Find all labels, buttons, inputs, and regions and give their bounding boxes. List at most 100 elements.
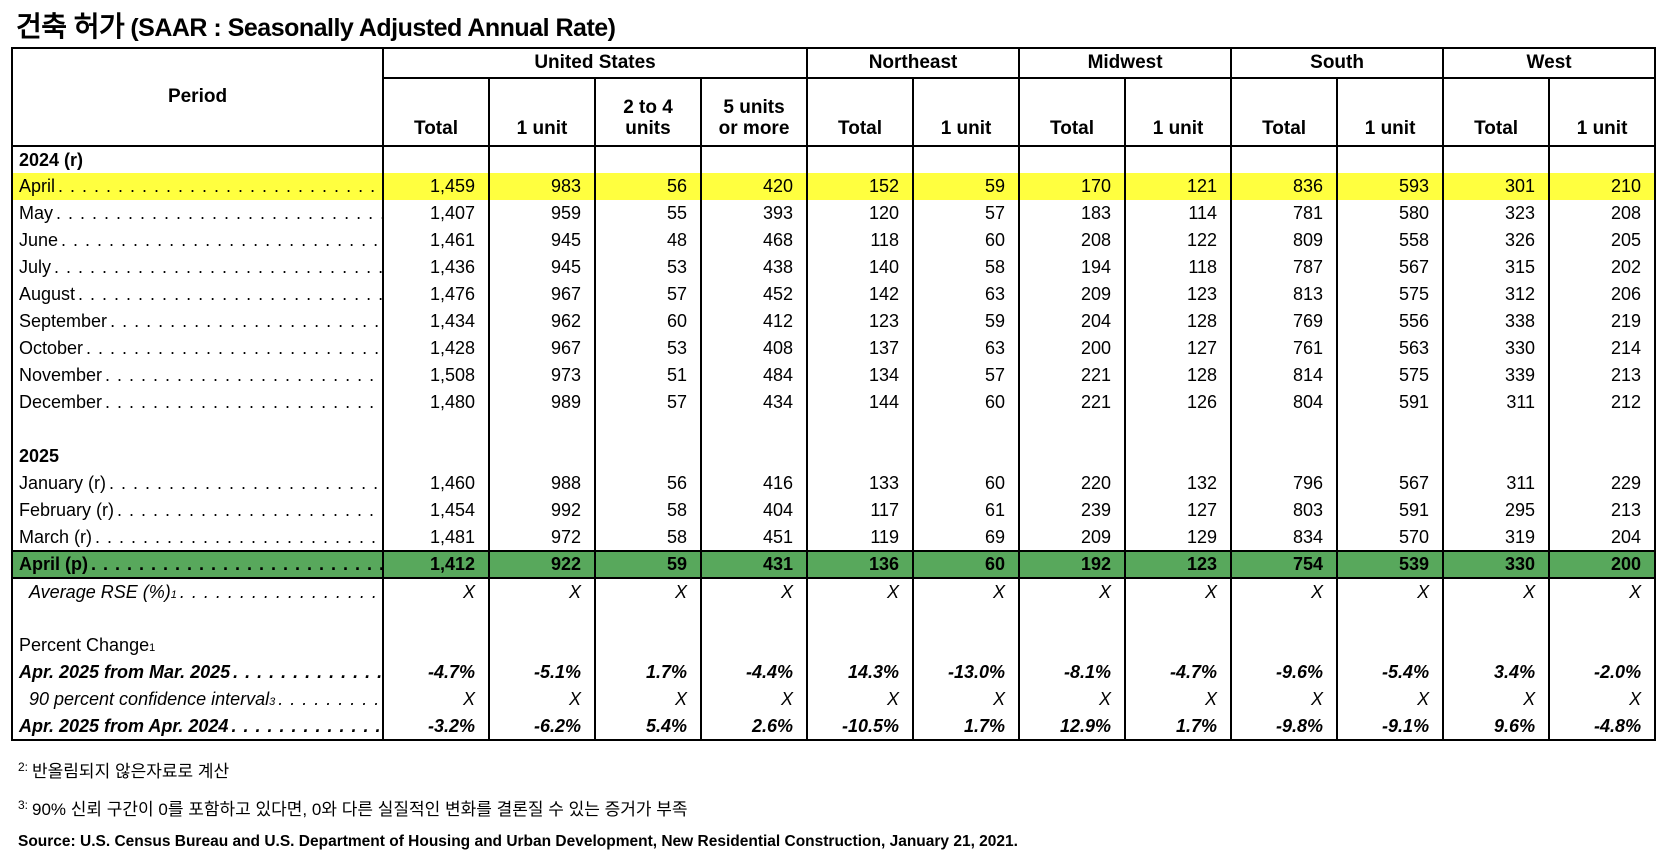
value-cell xyxy=(1230,443,1339,471)
value-cell: 210 xyxy=(1548,173,1657,201)
value-cell: X xyxy=(806,578,915,606)
value-cell xyxy=(1124,146,1233,174)
value-cell: 129 xyxy=(1124,524,1233,552)
value-cell: X xyxy=(699,578,809,606)
value-cell: 214 xyxy=(1548,335,1657,363)
value-cell: 438 xyxy=(699,254,809,282)
value-cell: 1,508 xyxy=(382,362,490,390)
row-label-cell: February (r). . . . . . . . . . . . . . … xyxy=(11,497,384,525)
table-row: Apr. 2025 from Apr. 2024. . . . . . . . … xyxy=(11,713,1657,741)
col-mw-total: Total xyxy=(1018,78,1127,148)
section-row: Percent Change 1 xyxy=(11,632,1657,660)
value-cell: 60 xyxy=(912,389,1021,417)
dot-leader: . . . . . . . . . . . . . . . . . . . . … xyxy=(61,230,381,251)
value-cell: 123 xyxy=(1124,550,1233,580)
value-cell: 408 xyxy=(699,335,809,363)
value-cell: X xyxy=(1230,578,1339,606)
footnote-2: 2: 반올림되지 않은자료로 계산 xyxy=(18,757,1676,782)
value-cell xyxy=(1124,416,1233,444)
group-header-row: Period United States Northeast Midwest S… xyxy=(11,48,1657,148)
row-label: Percent Change xyxy=(19,635,150,656)
value-cell xyxy=(1230,416,1339,444)
value-cell: X xyxy=(488,686,596,714)
value-cell: 962 xyxy=(488,308,596,336)
col-ne-total: Total xyxy=(806,78,915,148)
value-cell xyxy=(382,146,490,174)
row-label: 2024 (r) xyxy=(19,149,84,170)
value-cell: 55 xyxy=(594,200,702,228)
table-row: August. . . . . . . . . . . . . . . . . … xyxy=(11,281,1657,309)
table-row: November. . . . . . . . . . . . . . . . … xyxy=(11,362,1657,390)
value-cell: -9.6% xyxy=(1230,659,1339,687)
row-label-cell: March (r). . . . . . . . . . . . . . . .… xyxy=(11,524,384,552)
value-cell: 200 xyxy=(1548,550,1657,580)
row-label: September xyxy=(19,311,108,332)
value-cell: X xyxy=(1018,578,1127,606)
value-cell: 431 xyxy=(699,550,809,580)
value-cell xyxy=(806,632,915,660)
value-cell: 2.6% xyxy=(699,713,809,741)
value-cell: 48 xyxy=(594,227,702,255)
value-cell: 567 xyxy=(1336,254,1445,282)
value-cell: 117 xyxy=(806,497,915,525)
value-cell: X xyxy=(1548,686,1657,714)
value-cell: 813 xyxy=(1230,281,1339,309)
value-cell: -9.8% xyxy=(1230,713,1339,741)
row-label-cell: November. . . . . . . . . . . . . . . . … xyxy=(11,362,384,390)
value-cell: X xyxy=(1336,578,1445,606)
value-cell: 593 xyxy=(1336,173,1445,201)
dot-leader: . . . . . . . . . . . . . . . . . . . . … xyxy=(78,284,381,305)
value-cell: 12.9% xyxy=(1018,713,1127,741)
table-row: September. . . . . . . . . . . . . . . .… xyxy=(11,308,1657,336)
value-cell xyxy=(912,146,1021,174)
value-cell: 128 xyxy=(1124,308,1233,336)
value-cell: 5.4% xyxy=(594,713,702,741)
value-cell: 121 xyxy=(1124,173,1233,201)
value-cell: 575 xyxy=(1336,281,1445,309)
value-cell: 69 xyxy=(912,524,1021,552)
value-cell xyxy=(1548,416,1657,444)
col-ne-1unit: 1 unit xyxy=(912,78,1021,148)
section-row: 2024 (r) xyxy=(11,146,1657,174)
col-s-total: Total xyxy=(1230,78,1339,148)
value-cell: 452 xyxy=(699,281,809,309)
value-cell: 563 xyxy=(1336,335,1445,363)
value-cell: X xyxy=(594,578,702,606)
value-cell: X xyxy=(1018,686,1127,714)
row-label: 90 percent confidence interval xyxy=(29,689,270,710)
value-cell: 967 xyxy=(488,281,596,309)
row-label-cell: Average RSE (%) 1. . . . . . . . . . . . … xyxy=(11,578,384,606)
value-cell: 591 xyxy=(1336,497,1445,525)
table-row: July. . . . . . . . . . . . . . . . . . … xyxy=(11,254,1657,282)
value-cell: 484 xyxy=(699,362,809,390)
value-cell xyxy=(1442,146,1551,174)
row-label: November xyxy=(19,365,103,386)
row-label-cell: 2024 (r) xyxy=(11,146,384,174)
value-cell: 1,460 xyxy=(382,470,490,498)
value-cell: 136 xyxy=(806,550,915,580)
value-cell: 152 xyxy=(806,173,915,201)
value-cell: 170 xyxy=(1018,173,1127,201)
value-cell: X xyxy=(806,686,915,714)
value-cell: -5.4% xyxy=(1336,659,1445,687)
value-cell: X xyxy=(1442,686,1551,714)
col-us-total: Total xyxy=(382,78,490,148)
value-cell: 213 xyxy=(1548,362,1657,390)
value-cell: 339 xyxy=(1442,362,1551,390)
dot-leader: . . . . . . . . . . . . . . . . . . . . … xyxy=(95,526,381,547)
value-cell: 311 xyxy=(1442,389,1551,417)
value-cell: 212 xyxy=(1548,389,1657,417)
value-cell xyxy=(382,443,490,471)
table-row: February (r). . . . . . . . . . . . . . … xyxy=(11,497,1657,525)
row-label: June xyxy=(19,230,59,251)
dot-leader: . . . . . . . . . . . . . . . . . . . . … xyxy=(233,662,381,683)
value-cell: 204 xyxy=(1018,308,1127,336)
group-west: West xyxy=(1442,48,1657,80)
value-cell xyxy=(912,632,1021,660)
value-cell: 1.7% xyxy=(1124,713,1233,741)
row-label-cell: September. . . . . . . . . . . . . . . .… xyxy=(11,308,384,336)
value-cell xyxy=(1336,416,1445,444)
value-cell: -2.0% xyxy=(1548,659,1657,687)
value-cell: 219 xyxy=(1548,308,1657,336)
row-label: January (r) xyxy=(19,473,107,494)
